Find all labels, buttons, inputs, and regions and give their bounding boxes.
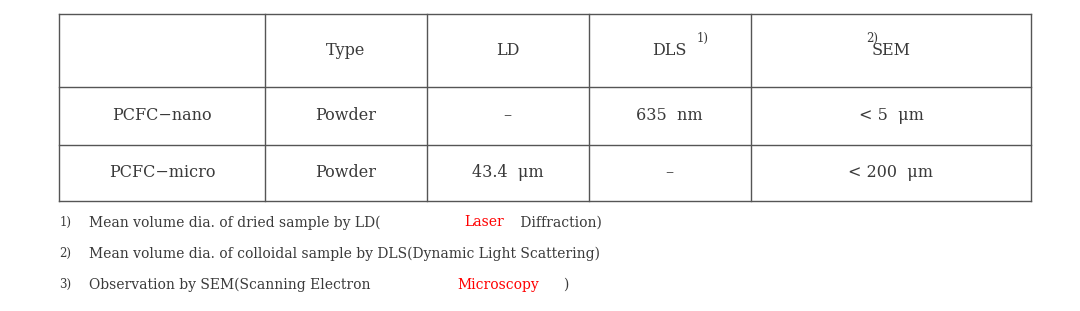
Text: Microscopy: Microscopy [458, 277, 539, 292]
Text: Powder: Powder [315, 107, 376, 124]
Text: 1): 1) [697, 32, 708, 44]
Text: DLS: DLS [652, 42, 687, 59]
Text: 635  nm: 635 nm [636, 107, 703, 124]
Text: SEM: SEM [872, 42, 910, 59]
Text: 43.4  μm: 43.4 μm [472, 164, 543, 181]
Text: Laser: Laser [464, 215, 504, 230]
Text: –: – [503, 107, 512, 124]
Text: Mean volume dia. of colloidal sample by DLS(Dynamic Light Scattering): Mean volume dia. of colloidal sample by … [89, 246, 599, 261]
Text: 1): 1) [59, 216, 71, 229]
Text: 2): 2) [866, 32, 878, 44]
Text: LD: LD [496, 42, 519, 59]
Text: Mean volume dia. of dried sample by LD(: Mean volume dia. of dried sample by LD( [89, 215, 380, 230]
Text: < 200  μm: < 200 μm [849, 164, 933, 181]
Text: Observation by SEM(Scanning Electron: Observation by SEM(Scanning Electron [89, 277, 375, 292]
Text: PCFC−nano: PCFC−nano [112, 107, 212, 124]
Text: Powder: Powder [315, 164, 376, 181]
Text: 3): 3) [59, 278, 71, 291]
Text: PCFC−micro: PCFC−micro [109, 164, 215, 181]
Text: –: – [665, 164, 674, 181]
Text: Type: Type [326, 42, 365, 59]
Text: < 5  μm: < 5 μm [859, 107, 923, 124]
Text: 2): 2) [59, 247, 71, 260]
Text: ): ) [563, 277, 568, 292]
Text: Diffraction): Diffraction) [516, 215, 602, 230]
